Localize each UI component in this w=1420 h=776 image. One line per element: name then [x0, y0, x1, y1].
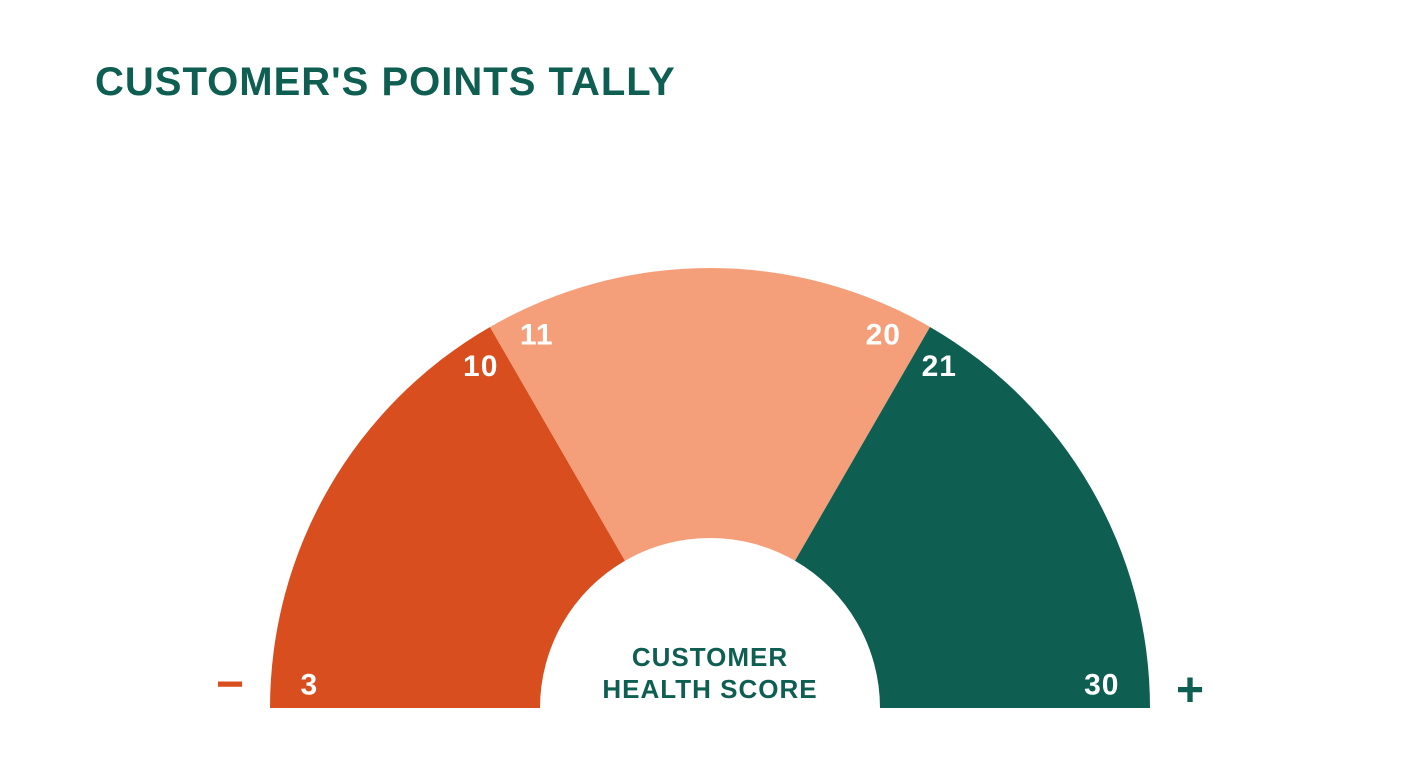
gauge-label-20: 20 — [866, 318, 901, 351]
plus-icon: + — [1176, 664, 1204, 717]
gauge-chart: 3 10 11 20 21 30 CUSTOMERHEALTH SCORE − + — [0, 0, 1420, 776]
gauge-center-label-line1: CUSTOMER — [632, 642, 788, 672]
gauge-center-label-line2: HEALTH SCORE — [602, 674, 817, 704]
gauge-label-11: 11 — [520, 318, 554, 351]
gauge-label-3: 3 — [301, 668, 319, 701]
minus-icon: − — [216, 658, 244, 711]
gauge-label-10: 10 — [463, 350, 498, 383]
gauge-svg: 3 10 11 20 21 30 CUSTOMERHEALTH SCORE − + — [0, 0, 1420, 776]
gauge-label-21: 21 — [922, 350, 957, 383]
gauge-label-30: 30 — [1084, 668, 1119, 701]
page-root: CUSTOMER'S POINTS TALLY 31011202130CUSTO… — [0, 0, 1420, 776]
